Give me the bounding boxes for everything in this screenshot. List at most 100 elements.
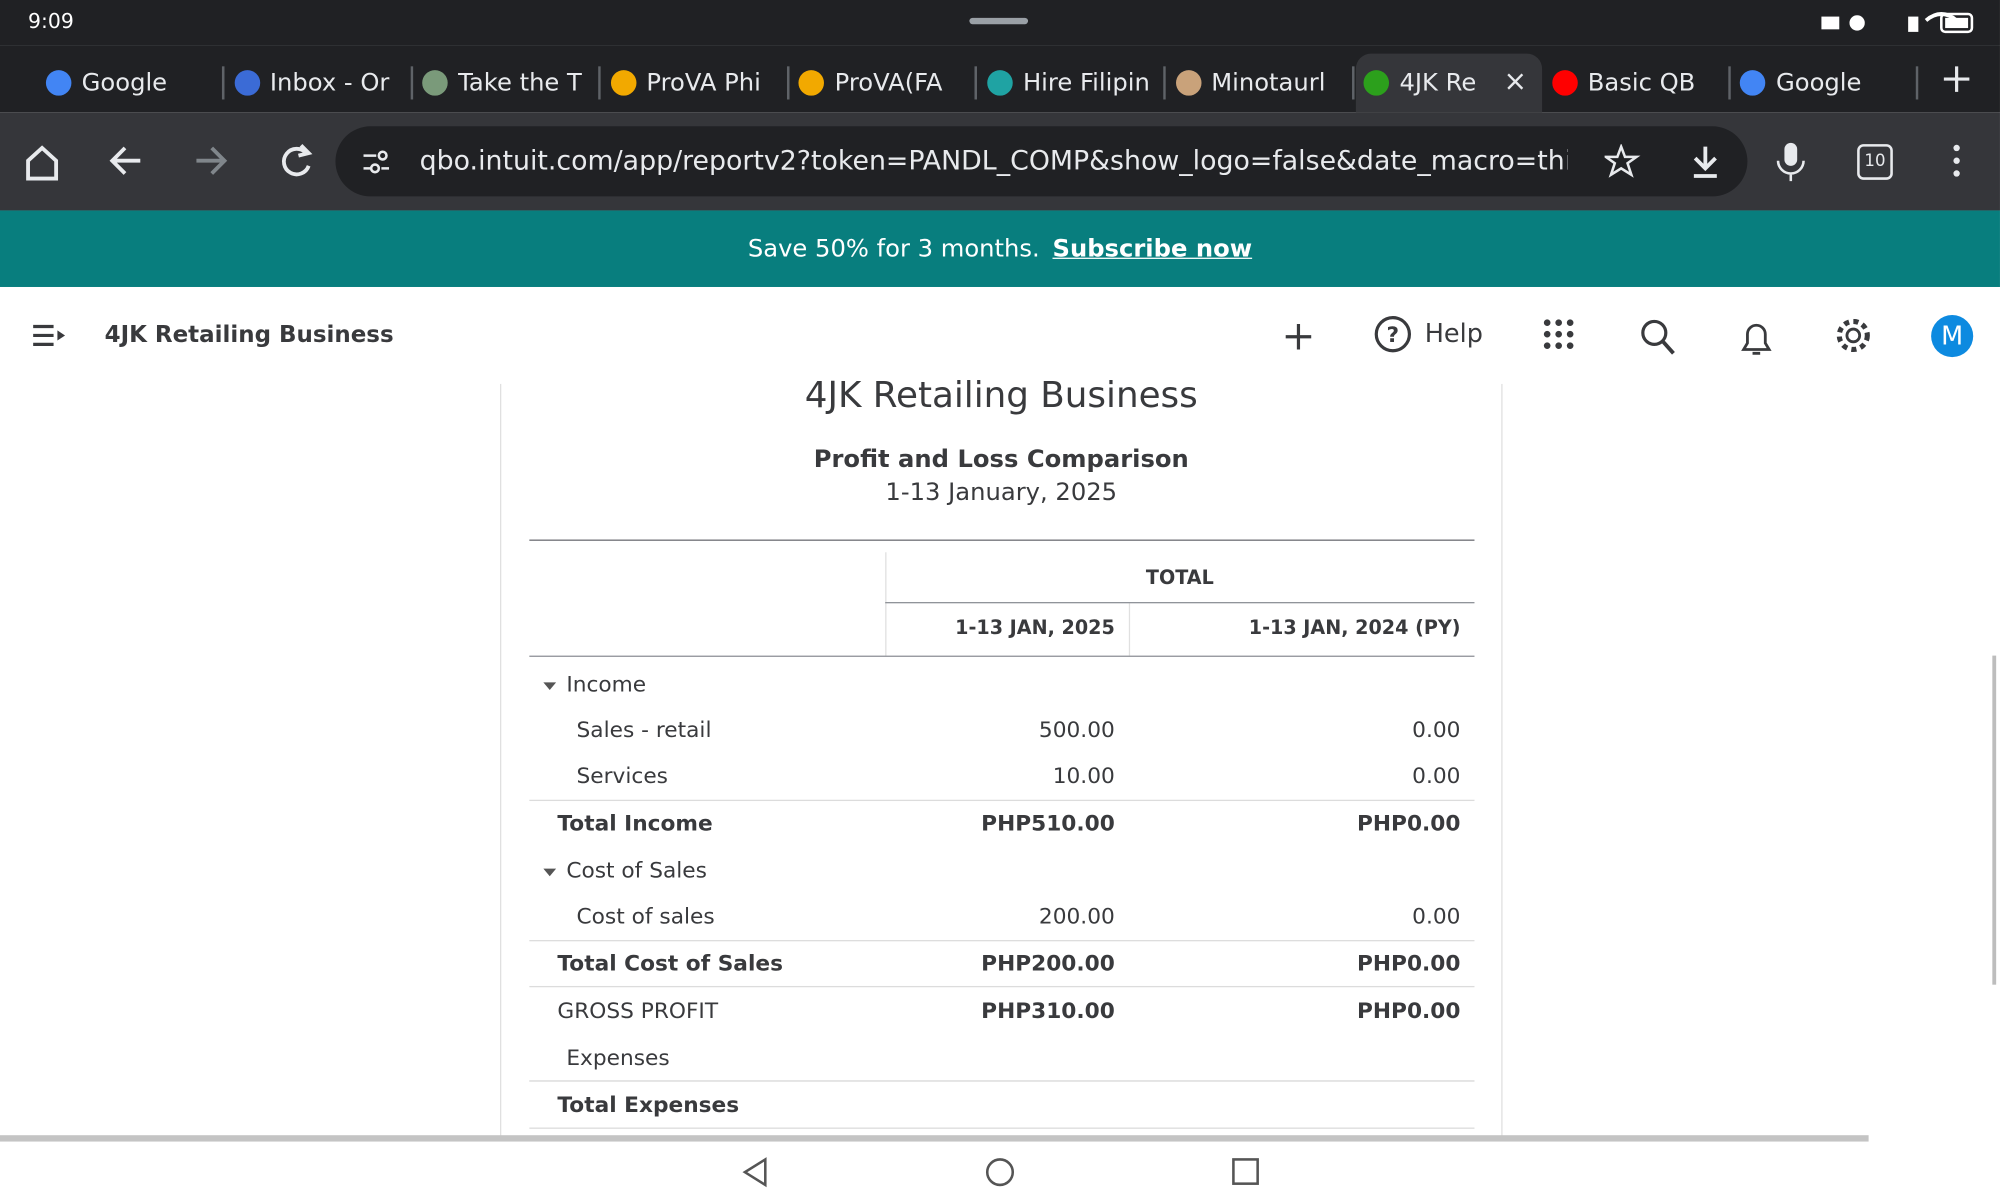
- tab[interactable]: Take the T: [415, 54, 601, 113]
- tab[interactable]: Hire Filipin: [980, 54, 1166, 113]
- row-rule: [529, 1080, 1475, 1082]
- tab-separator: [410, 66, 413, 100]
- tab[interactable]: Minotaurl: [1168, 54, 1355, 113]
- tab[interactable]: Basic QB: [1544, 54, 1731, 113]
- create[interactable]: [1282, 320, 1315, 353]
- tab[interactable]: ProVA Phi: [603, 54, 790, 113]
- favicon: [610, 70, 637, 96]
- tab-separator: [1351, 66, 1355, 100]
- company-name: 4JK Retailing Business: [104, 321, 394, 349]
- tab[interactable]: Google: [1733, 54, 1919, 113]
- report-row: Total Cost of Sales PHP200.00 PHP0.00: [529, 941, 1475, 988]
- column-header: 1-13 JAN, 2024 (PY): [1248, 616, 1461, 640]
- help-icon[interactable]: ?: [1372, 314, 1413, 355]
- tab-title: ProVA Phi: [646, 68, 761, 97]
- favicon: [798, 70, 825, 96]
- promo-text: Save 50% for 3 months.: [747, 234, 1040, 263]
- tab-separator: [974, 66, 978, 100]
- report-row: Income: [529, 662, 1474, 708]
- tab-title: Take the T: [458, 68, 582, 97]
- collapse-toggle[interactable]: [543, 868, 557, 877]
- tab-title: Google: [81, 68, 168, 97]
- favicon: [1552, 70, 1578, 96]
- tab[interactable]: ProVA(FA: [791, 54, 978, 113]
- row-value: 0.00: [1412, 904, 1461, 930]
- tab-separator: [221, 66, 225, 100]
- row-label: Total Expenses: [557, 1093, 740, 1119]
- tab-count[interactable]: 10: [1857, 144, 1893, 180]
- row-value: 0.00: [1412, 764, 1461, 790]
- row-value: PHP0.00: [1357, 998, 1461, 1025]
- tab-title: ProVA(FA: [834, 68, 943, 97]
- report-row: Expenses: [529, 1036, 1475, 1082]
- group-header: TOTAL: [1145, 566, 1214, 590]
- favicon: [45, 70, 72, 96]
- row-rule: [529, 940, 1475, 942]
- tab-separator: [598, 66, 601, 100]
- report-row: GROSS PROFIT PHP310.00 PHP0.00: [529, 989, 1474, 1035]
- time: 9:09: [28, 8, 74, 34]
- url-field[interactable]: qbo.intuit.com/app/reportv2?token=PANDL_…: [335, 126, 1748, 197]
- row-value: 10.00: [1052, 764, 1115, 790]
- tab-title: Minotaurl: [1211, 68, 1326, 97]
- promo-banner: Save 50% for 3 months. Subscribe now: [0, 210, 2000, 287]
- favicon: [987, 70, 1013, 96]
- site-info[interactable]: [361, 148, 392, 176]
- col-line: [885, 552, 887, 656]
- address-bar: qbo.intuit.com/app/reportv2?token=PANDL_…: [0, 112, 2000, 211]
- row-label: Total Income: [557, 811, 713, 837]
- nav-buttons[interactable]: [18, 138, 324, 186]
- favicon: [1740, 70, 1766, 96]
- row-label: Income: [566, 672, 647, 698]
- url: qbo.intuit.com/app/reportv2?token=PANDL_…: [419, 145, 1568, 177]
- subscribe-link[interactable]: Subscribe now: [1052, 234, 1253, 263]
- row-value: PHP510.00: [981, 811, 1115, 837]
- row-label: Sales - retail: [576, 718, 712, 744]
- rule: [885, 602, 1475, 604]
- favicon: [1175, 70, 1202, 96]
- system-nav: [0, 1135, 2000, 1200]
- tab[interactable]: 4JK Re ×: [1356, 53, 1543, 113]
- row-label: Expenses: [566, 1045, 670, 1072]
- app-header: 4JK Retailing Business ? Help M: [0, 286, 2000, 384]
- report-period: 1-13 January, 2025: [885, 478, 1118, 507]
- tab[interactable]: Google: [38, 54, 225, 113]
- header-icons[interactable]: [1543, 318, 1926, 357]
- new-tab[interactable]: [1939, 61, 1975, 97]
- row-rule: [529, 799, 1475, 802]
- menu-toggle[interactable]: [31, 323, 67, 349]
- status-bar: 9:09: [0, 0, 2000, 46]
- tab-title: Hire Filipin: [1022, 68, 1150, 97]
- row-value: PHP0.00: [1357, 811, 1461, 837]
- report-row: Cost of Sales: [529, 848, 1474, 894]
- tab-title: Inbox - Or: [269, 68, 390, 97]
- row-value: 200.00: [1038, 904, 1115, 930]
- report-row: Services 10.00 0.00: [529, 754, 1475, 802]
- tab-separator: [786, 66, 790, 100]
- avatar[interactable]: M: [1931, 315, 1974, 358]
- tab-separator: [1163, 66, 1166, 100]
- mic[interactable]: [1773, 140, 1811, 183]
- nav-keys[interactable]: [740, 1156, 1263, 1189]
- rule: [529, 655, 1475, 657]
- url-actions[interactable]: [1604, 144, 1733, 180]
- favicon: [1363, 70, 1390, 96]
- tab-title: Google: [1775, 68, 1862, 97]
- status-icons: [1821, 12, 1974, 34]
- tab[interactable]: Inbox - Or: [227, 54, 413, 113]
- close-tab[interactable]: ×: [1503, 66, 1528, 99]
- svg-text:?: ?: [1387, 323, 1400, 348]
- row-label: Services: [576, 764, 668, 790]
- help[interactable]: Help: [1424, 317, 1483, 349]
- row-value: 0.00: [1412, 718, 1461, 744]
- report: 4JK Retailing Business Profit and Loss C…: [499, 374, 1503, 1166]
- report-row: Cost of sales 200.00 0.00: [529, 894, 1475, 942]
- row-rule: [529, 1127, 1475, 1129]
- tab-separator: [1916, 66, 1919, 100]
- h-scrollbar: [0, 1135, 1869, 1142]
- scrollbar: [1992, 655, 1997, 985]
- menu[interactable]: [1949, 143, 1964, 181]
- collapse-toggle[interactable]: [543, 682, 557, 691]
